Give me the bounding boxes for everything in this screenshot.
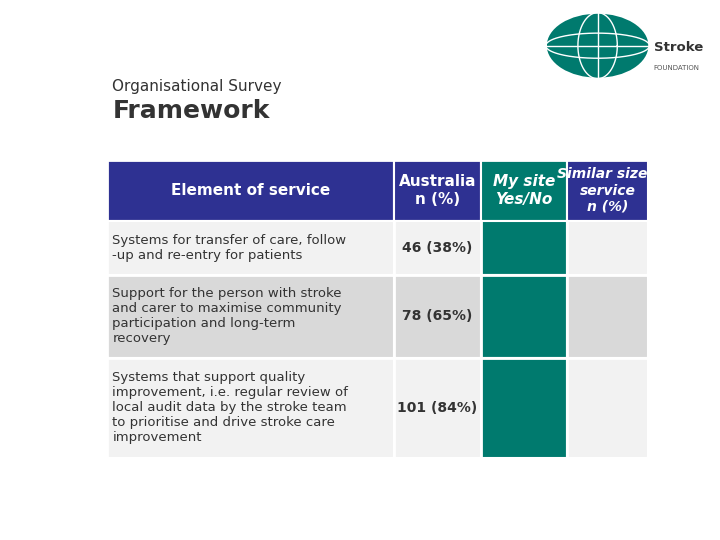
FancyBboxPatch shape <box>567 221 648 275</box>
FancyBboxPatch shape <box>394 358 481 458</box>
Text: Element of service: Element of service <box>171 183 330 198</box>
Text: Australia
n (%): Australia n (%) <box>399 174 476 207</box>
FancyBboxPatch shape <box>107 358 394 458</box>
FancyBboxPatch shape <box>481 358 567 458</box>
Circle shape <box>546 12 649 79</box>
Text: 46 (38%): 46 (38%) <box>402 241 472 255</box>
FancyBboxPatch shape <box>394 160 481 221</box>
FancyBboxPatch shape <box>107 160 394 221</box>
FancyBboxPatch shape <box>567 358 648 458</box>
FancyBboxPatch shape <box>107 221 394 275</box>
Text: Organisational Survey: Organisational Survey <box>112 79 282 94</box>
FancyBboxPatch shape <box>107 275 394 358</box>
FancyBboxPatch shape <box>567 275 648 358</box>
Text: Stroke: Stroke <box>654 41 703 54</box>
FancyBboxPatch shape <box>481 275 567 358</box>
FancyBboxPatch shape <box>481 221 567 275</box>
Text: 78 (65%): 78 (65%) <box>402 309 472 323</box>
Text: My site
Yes/No: My site Yes/No <box>492 174 555 207</box>
FancyBboxPatch shape <box>567 160 648 221</box>
FancyBboxPatch shape <box>394 221 481 275</box>
FancyBboxPatch shape <box>481 160 567 221</box>
FancyBboxPatch shape <box>394 275 481 358</box>
Text: Framework: Framework <box>112 99 270 123</box>
Text: 101 (84%): 101 (84%) <box>397 401 477 415</box>
Text: Support for the person with stroke
and carer to maximise community
participation: Support for the person with stroke and c… <box>112 287 342 346</box>
Text: Systems for transfer of care, follow
-up and re-entry for patients: Systems for transfer of care, follow -up… <box>112 234 346 262</box>
Text: Similar sized
service
n (%): Similar sized service n (%) <box>557 167 657 214</box>
Text: FOUNDATION: FOUNDATION <box>654 65 700 71</box>
Text: Systems that support quality
improvement, i.e. regular review of
local audit dat: Systems that support quality improvement… <box>112 372 348 444</box>
